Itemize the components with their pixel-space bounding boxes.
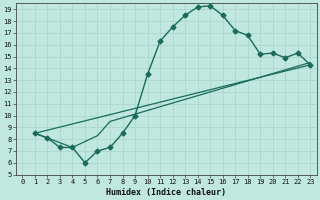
- X-axis label: Humidex (Indice chaleur): Humidex (Indice chaleur): [106, 188, 226, 197]
